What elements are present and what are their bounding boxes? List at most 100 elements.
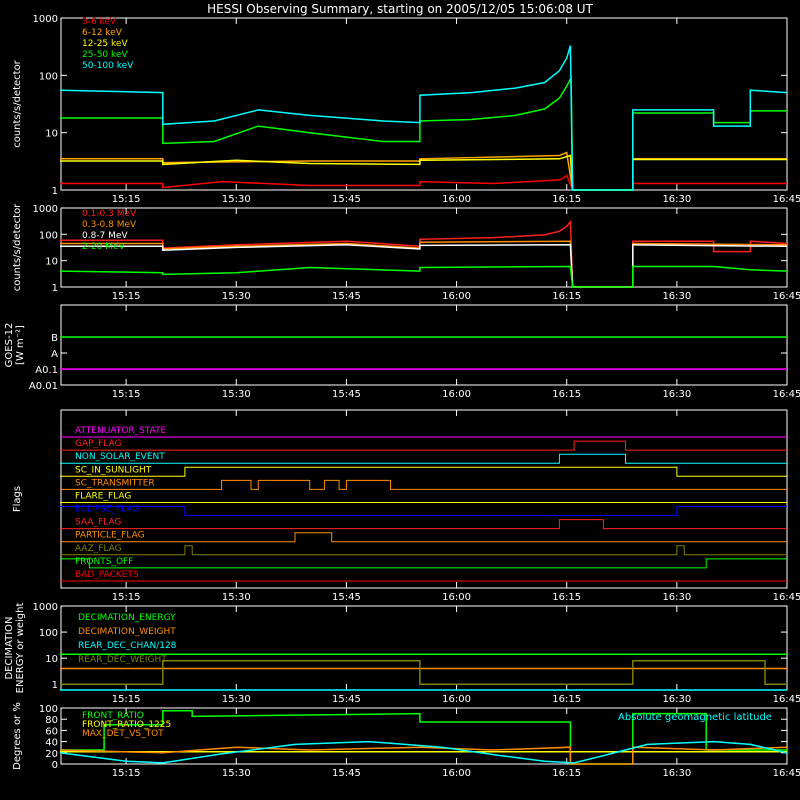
- legend-entry: 12-25 keV: [82, 39, 128, 49]
- nuclear-ylabel: counts/s/detector: [12, 203, 23, 291]
- y-tick-label: 100: [39, 230, 58, 241]
- series-line-0-1-0-3-mev: [60, 219, 788, 288]
- x-tick-label: 15:15: [112, 694, 141, 705]
- legend-entry: 2-20 MeV: [82, 242, 126, 252]
- legend-entry: 0.8-7 MeV: [82, 231, 128, 241]
- x-tick-label: 15:15: [112, 768, 141, 779]
- y-tick-label: 1000: [33, 14, 58, 25]
- series-line-saa-flag: [60, 519, 787, 530]
- y-tick-label: 10: [45, 129, 58, 140]
- y-tick-label: 100: [39, 628, 58, 639]
- x-tick-label: 16:00: [442, 194, 471, 205]
- x-tick-label: 16:30: [662, 592, 691, 603]
- legend-entry: DECIMATION_ENERGY: [78, 613, 176, 623]
- rates-frame: [60, 17, 788, 191]
- y-tick-label: 80: [45, 715, 58, 726]
- legend-entry: AAZ_FLAG: [75, 544, 122, 554]
- y-tick-label: 1: [52, 186, 58, 197]
- x-tick-label: 15:15: [112, 389, 141, 400]
- x-tick-label: 15:30: [222, 768, 251, 779]
- x-tick-label: 16:00: [442, 389, 471, 400]
- y-tick-label: A0.1: [35, 365, 58, 376]
- y-tick-label: 40: [45, 738, 58, 749]
- series-line-sc-in-sunlight: [60, 466, 787, 477]
- legend-entry: MAX_DET_VS_TOT: [82, 729, 164, 739]
- legend-entry: 0.3-0.8 MeV: [82, 220, 137, 230]
- rates-ylabel: counts/s/detector: [12, 59, 23, 147]
- ratios-ylabel: Degrees or %: [12, 702, 23, 770]
- x-tick-label: 15:30: [222, 389, 251, 400]
- series-line-6-12-kev: [60, 151, 787, 191]
- goes-frame: [60, 304, 788, 386]
- x-tick-label: 16:45: [773, 291, 800, 302]
- legend-entry: FRONTS_OFF: [75, 557, 133, 567]
- series-line-rear-dec-weight: [60, 659, 787, 685]
- x-tick-label: 15:15: [112, 592, 141, 603]
- legend-entry: GAP_FLAG: [75, 439, 121, 449]
- legend-entry: FRONT_RATIO_1225: [82, 720, 171, 730]
- legend-entry: DECIMATION_WEIGHT: [78, 627, 176, 637]
- x-tick-label: 16:30: [662, 389, 691, 400]
- y-tick-label: 20: [45, 749, 58, 760]
- goes-ylabel: GOES-12: [4, 323, 15, 368]
- y-tick-label: 0: [52, 760, 58, 771]
- legend-entry: SAA_FLAG: [75, 518, 121, 528]
- ratios-frame: [60, 707, 788, 765]
- x-tick-label: 16:45: [773, 694, 800, 705]
- series-line-50-100-kev: [59, 45, 788, 191]
- figure-title: HESSI Observing Summary, starting on 200…: [207, 2, 593, 16]
- x-tick-label: 16:00: [442, 768, 471, 779]
- legend-entry: 3-6 keV: [82, 17, 117, 27]
- legend-entry: 25-50 keV: [82, 50, 128, 60]
- legend-entry: BAD_PACKETS: [75, 570, 139, 580]
- y-tick-label: 100: [39, 704, 58, 715]
- x-tick-label: 16:30: [662, 694, 691, 705]
- series-line-absolute-geomagnetic-latitude: [59, 740, 788, 764]
- y-tick-label: 100: [39, 71, 58, 82]
- y-tick-label: B: [51, 333, 58, 344]
- x-tick-label: 16:15: [552, 389, 581, 400]
- x-tick-label: 16:00: [442, 694, 471, 705]
- y-tick-label: 1000: [33, 602, 58, 613]
- x-tick-label: 16:30: [662, 768, 691, 779]
- series-line-fronts-off: [60, 558, 787, 569]
- y-tick-label: 1: [52, 283, 58, 294]
- x-tick-label: 16:30: [662, 194, 691, 205]
- legend-entry: 0.1-0.3 MeV: [82, 209, 137, 219]
- legend-entry: 6-12 keV: [82, 28, 123, 38]
- x-tick-label: 15:15: [112, 291, 141, 302]
- series-line-3-6-kev: [60, 174, 787, 191]
- decimation-ylabel: DECIMATION: [4, 616, 15, 679]
- legend-entry: SC_IN_SUNLIGHT: [75, 465, 152, 475]
- series-line-max-det-vs-tot: [59, 746, 788, 765]
- goes-ylabel2: [W m⁻²]: [15, 325, 26, 365]
- flags-panel: 15:15 15:30 15:45 16:00 16:15 16:30 16:45 Flags…: [12, 409, 800, 603]
- series-line-non-solar-event: [60, 453, 787, 464]
- x-tick-label: 16:45: [773, 389, 800, 400]
- y-tick-label: A: [51, 349, 58, 360]
- series-line-sc-transmitter: [60, 479, 787, 490]
- x-tick-label: 15:30: [222, 291, 251, 302]
- legend-entry: ATTENUATOR_STATE: [75, 426, 167, 436]
- y-tick-label: 10: [45, 654, 58, 665]
- y-tick-label: A0.01: [29, 381, 58, 392]
- x-tick-label: 15:30: [222, 194, 251, 205]
- y-tick-label: 1: [52, 680, 58, 691]
- legend-entry: FRONT_RATIO: [82, 711, 144, 721]
- series-line-front-ratio: [60, 710, 787, 765]
- geomagnetic-latitude-label: Absolute geomagnetic latitude: [618, 712, 772, 723]
- y-tick-label: 10: [45, 257, 58, 268]
- x-tick-label: 16:15: [552, 194, 581, 205]
- decimation-panel: 1 10 100 1000 15:15 15:30 15:45 16:00 16:15 16:30…: [4, 602, 800, 705]
- series-line-aaz-flag: [60, 545, 787, 556]
- series-line-particle-flag: [60, 532, 787, 543]
- x-tick-label: 15:45: [332, 592, 361, 603]
- x-tick-label: 15:45: [332, 389, 361, 400]
- x-tick-label: 16:45: [773, 194, 800, 205]
- legend-entry: SC_TRANSMITTER: [75, 478, 155, 488]
- nuclear-frame: [60, 207, 788, 288]
- x-tick-label: 16:30: [662, 291, 691, 302]
- decimation-ylabel2: ENERGY or weight: [15, 603, 26, 694]
